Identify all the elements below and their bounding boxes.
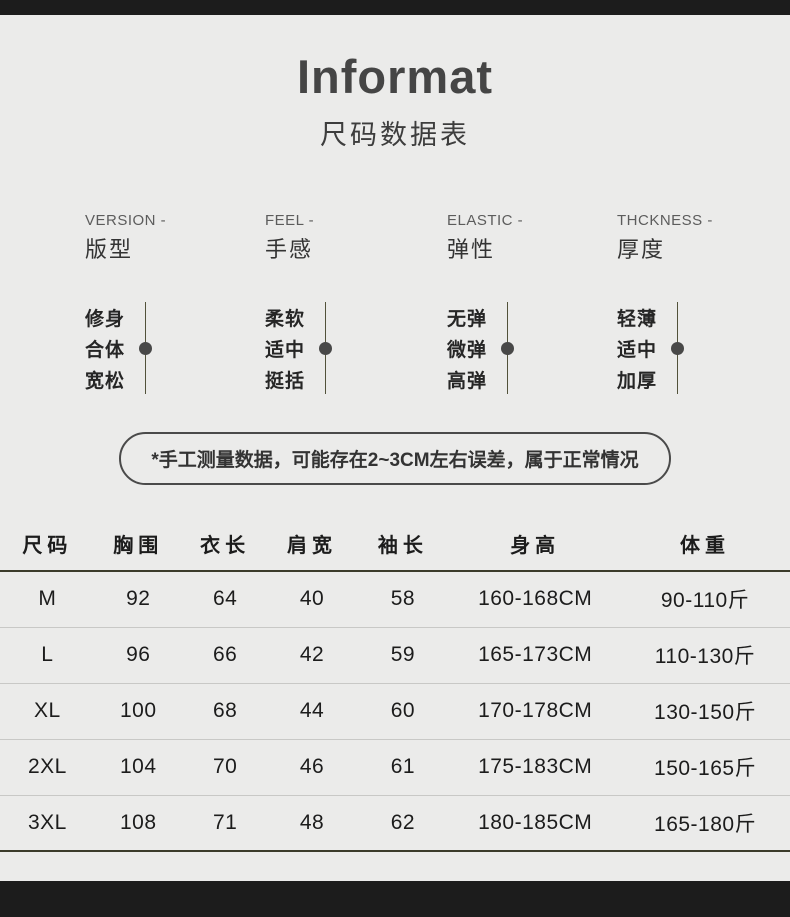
measurement-note: *手工测量数据，可能存在2~3CM左右误差，属于正常情况 bbox=[119, 432, 671, 485]
attribute-thickness: THCKNESS - 厚度 轻薄 适中 加厚 bbox=[617, 212, 713, 397]
selected-dot-icon bbox=[319, 342, 332, 355]
table-row: 3XL 108 71 48 62 180-185CM 165-180斤 bbox=[0, 795, 790, 852]
cell: 40 bbox=[268, 571, 356, 628]
cell: 175-183CM bbox=[450, 739, 621, 796]
option-label: 适中 bbox=[617, 340, 658, 361]
selected-dot-icon bbox=[139, 342, 152, 355]
table-row: L 96 66 42 59 165-173CM 110-130斤 bbox=[0, 627, 790, 684]
attribute-feel: FEEL - 手感 柔软 适中 挺括 bbox=[265, 212, 332, 397]
table-row: XL 100 68 44 60 170-178CM 130-150斤 bbox=[0, 683, 790, 740]
cell: 42 bbox=[268, 627, 356, 684]
option-label: 高弹 bbox=[447, 371, 488, 392]
attribute-sliders-section: VERSION - 版型 修身 合体 宽松 FEEL - 手感 柔软 适中 bbox=[0, 212, 790, 394]
attribute-label-cn: 弹性 bbox=[447, 237, 496, 262]
option-label: 挺括 bbox=[265, 371, 306, 392]
cell: 110-130斤 bbox=[620, 627, 790, 684]
cell: 130-150斤 bbox=[620, 683, 790, 740]
cell: 165-173CM bbox=[450, 627, 621, 684]
table-header-row: 尺码 胸围 衣长 肩宽 袖长 身高 体重 bbox=[0, 523, 790, 572]
attribute-label-en: VERSION - bbox=[85, 212, 167, 229]
cell: 48 bbox=[268, 795, 356, 852]
cell: 96 bbox=[94, 627, 182, 684]
cell: 58 bbox=[355, 571, 451, 628]
table-row: 2XL 104 70 46 61 175-183CM 150-165斤 bbox=[0, 739, 790, 796]
attribute-label-cn: 版型 bbox=[85, 237, 134, 262]
option-label: 无弹 bbox=[447, 309, 488, 330]
cell: 90-110斤 bbox=[620, 571, 790, 628]
size-data-table: 尺码 胸围 衣长 肩宽 袖长 身高 体重 M 92 64 40 58 160-1… bbox=[0, 523, 790, 852]
cell: 60 bbox=[355, 683, 451, 740]
col-header-chest: 胸围 bbox=[94, 523, 182, 572]
cell: L bbox=[0, 627, 95, 684]
cell: 68 bbox=[181, 683, 269, 740]
col-header-length: 衣长 bbox=[181, 523, 269, 572]
slider-line bbox=[139, 302, 152, 394]
attribute-label-cn: 厚度 bbox=[617, 237, 666, 262]
option-label: 合体 bbox=[85, 340, 126, 361]
attribute-label-en: FEEL - bbox=[265, 212, 315, 229]
cell: 62 bbox=[355, 795, 451, 852]
page-subtitle: 尺码数据表 bbox=[320, 120, 470, 150]
slider-line bbox=[319, 302, 332, 394]
cell: 92 bbox=[94, 571, 182, 628]
cell: 108 bbox=[94, 795, 182, 852]
cell: 150-165斤 bbox=[620, 739, 790, 796]
cell: 61 bbox=[355, 739, 451, 796]
cell: 44 bbox=[268, 683, 356, 740]
cell: 100 bbox=[94, 683, 182, 740]
slider-line bbox=[671, 302, 684, 394]
attribute-label-cn: 手感 bbox=[265, 237, 314, 262]
cell: 66 bbox=[181, 627, 269, 684]
col-header-weight: 体重 bbox=[620, 523, 790, 572]
attribute-label-en: ELASTIC - bbox=[447, 212, 524, 229]
cell: 180-185CM bbox=[450, 795, 621, 852]
cell: 64 bbox=[181, 571, 269, 628]
cell: XL bbox=[0, 683, 95, 740]
cell: 170-178CM bbox=[450, 683, 621, 740]
col-header-shoulder: 肩宽 bbox=[268, 523, 356, 572]
option-label: 适中 bbox=[265, 340, 306, 361]
attribute-version: VERSION - 版型 修身 合体 宽松 bbox=[85, 212, 166, 397]
option-label: 柔软 bbox=[265, 309, 306, 330]
page-title: Informat bbox=[297, 50, 493, 103]
bottom-black-bar bbox=[0, 881, 790, 917]
option-label: 修身 bbox=[85, 309, 126, 330]
slider-line bbox=[501, 302, 514, 394]
selected-dot-icon bbox=[501, 342, 514, 355]
cell: 2XL bbox=[0, 739, 95, 796]
option-label: 微弹 bbox=[447, 340, 488, 361]
option-label: 宽松 bbox=[85, 371, 126, 392]
option-label: 轻薄 bbox=[617, 309, 658, 330]
cell: 3XL bbox=[0, 795, 95, 852]
table-row: M 92 64 40 58 160-168CM 90-110斤 bbox=[0, 571, 790, 628]
measurement-note-wrap: *手工测量数据，可能存在2~3CM左右误差，属于正常情况 bbox=[0, 432, 790, 485]
col-header-height: 身高 bbox=[450, 523, 621, 572]
cell: M bbox=[0, 571, 95, 628]
cell: 165-180斤 bbox=[620, 795, 790, 852]
cell: 71 bbox=[181, 795, 269, 852]
cell: 59 bbox=[355, 627, 451, 684]
attribute-elastic: ELASTIC - 弹性 无弹 微弹 高弹 bbox=[447, 212, 523, 397]
selected-dot-icon bbox=[671, 342, 684, 355]
cell: 104 bbox=[94, 739, 182, 796]
cell: 46 bbox=[268, 739, 356, 796]
cell: 70 bbox=[181, 739, 269, 796]
cell: 160-168CM bbox=[450, 571, 621, 628]
attribute-label-en: THCKNESS - bbox=[617, 212, 713, 229]
col-header-size: 尺码 bbox=[0, 523, 95, 572]
top-black-bar bbox=[0, 0, 790, 15]
col-header-sleeve: 袖长 bbox=[355, 523, 451, 572]
option-label: 加厚 bbox=[617, 371, 658, 392]
